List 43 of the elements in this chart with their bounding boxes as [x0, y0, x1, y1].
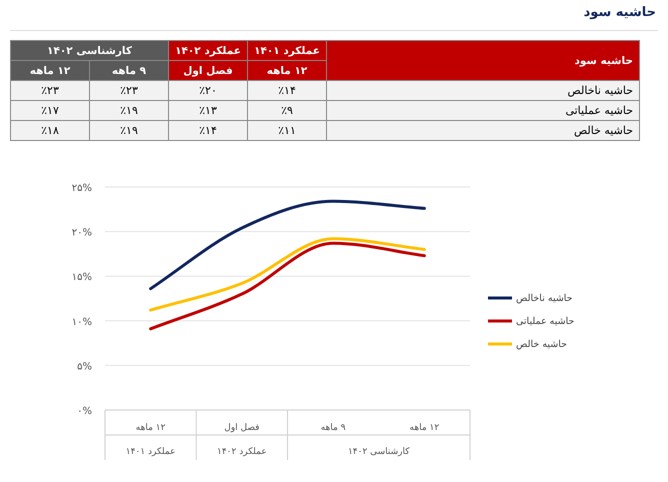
- text: ٪۱۹: [120, 124, 138, 137]
- text: ٪۲۳: [41, 84, 59, 97]
- category-label: حاشیه خالص: [574, 124, 633, 137]
- text: ٪۲۳: [120, 84, 138, 97]
- text: ٪۱۹: [120, 104, 138, 117]
- text: عملکرد ۱۴۰۱: [248, 40, 326, 60]
- line-series: [149, 237, 426, 312]
- line-series: [149, 200, 426, 290]
- category-label: ۹ ماهه: [90, 60, 168, 80]
- text: ٪۲۰: [199, 84, 217, 97]
- y-tick-label: ۱۰%: [72, 316, 92, 328]
- x-tick-label: ۹ ماهه: [320, 423, 346, 433]
- text: ٪۱۱: [278, 124, 296, 137]
- category-label: ۱۲ ماهه: [248, 60, 326, 80]
- legend-label: حاشیه عملیاتی: [516, 316, 574, 327]
- line-series: [149, 242, 426, 330]
- x-tick-label: ۱۲ ماهه: [136, 423, 166, 433]
- category-label: فصل اول: [168, 60, 248, 80]
- y-tick-label: ۵%: [77, 361, 92, 372]
- text: عملکرد ۱۴۰۲: [217, 447, 267, 457]
- legend-label: حاشیه خالص: [516, 339, 568, 350]
- x-tick-label: فصل اول: [224, 423, 260, 433]
- category-label: حاشیه عملیاتی: [565, 104, 633, 117]
- text: ٪۱۴: [278, 84, 296, 97]
- text: ٪۱۴: [199, 124, 217, 137]
- y-tick-label: ۲۵%: [72, 183, 92, 194]
- text: حاشیه سود: [326, 40, 640, 80]
- text: ٪۱۳: [199, 104, 217, 117]
- text: عملکرد ۱۴۰۲: [168, 40, 248, 60]
- chart-title: حاشیه سود: [584, 5, 656, 20]
- text: ٪۱۷: [41, 104, 59, 117]
- x-tick-label: ۱۲ ماهه: [410, 423, 440, 433]
- text: کارشناسی ۱۴۰۲: [10, 40, 168, 60]
- text: ٪۱۸: [41, 124, 59, 137]
- category-label: ۱۲ ماهه: [10, 60, 90, 80]
- legend-label: حاشیه ناخالص: [516, 293, 573, 304]
- category-label: حاشیه ناخالص: [568, 84, 633, 97]
- y-tick-label: ۲۰%: [72, 228, 92, 239]
- y-tick-label: ۱۵%: [72, 272, 92, 284]
- y-tick-label: ۰%: [77, 406, 92, 417]
- text: کارشناسی ۱۴۰۲: [348, 447, 410, 457]
- text: ٪۹: [281, 104, 293, 117]
- text: عملکرد ۱۴۰۱: [126, 447, 176, 457]
